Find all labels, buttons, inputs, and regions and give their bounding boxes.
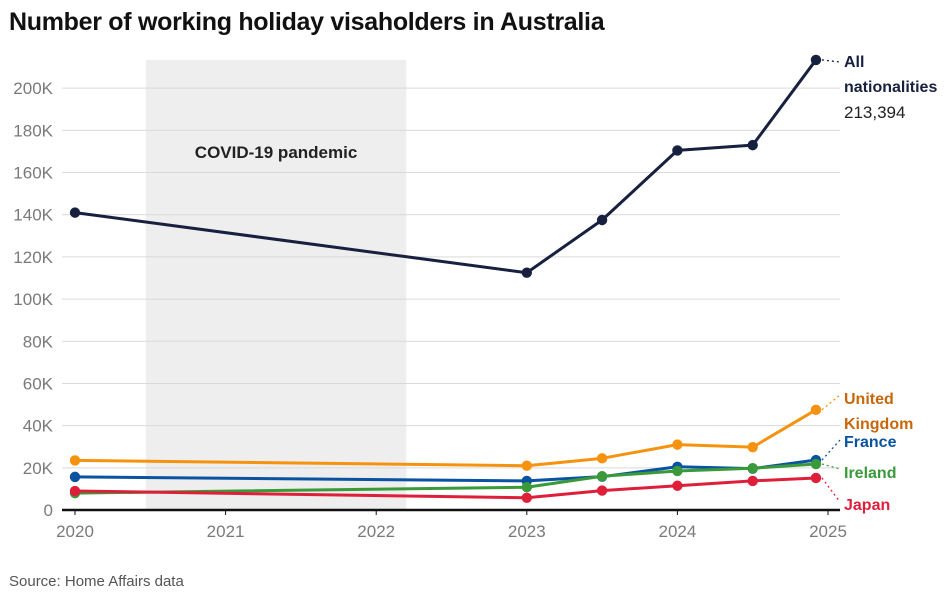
data-point <box>810 54 822 66</box>
covid-band-label: COVID-19 pandemic <box>195 143 358 162</box>
data-point <box>69 485 81 497</box>
series-layer <box>69 54 822 503</box>
series-line <box>73 462 818 495</box>
annotation-layer: COVID-19 pandemic <box>145 60 407 510</box>
x-tick-label: 2022 <box>357 522 395 541</box>
data-point <box>596 471 608 482</box>
series-label: France <box>844 434 897 451</box>
data-point <box>672 480 683 491</box>
chart-title: Number of working holiday visaholders in… <box>9 8 605 36</box>
series-label: All <box>844 54 864 71</box>
y-tick-label: 100K <box>13 290 53 309</box>
data-point <box>69 471 81 483</box>
label-leader <box>821 463 841 470</box>
series-line <box>73 58 818 275</box>
data-point <box>521 482 532 493</box>
series-label: nationalities <box>844 79 937 96</box>
label-leader <box>821 439 841 461</box>
y-tick-label: 20K <box>23 459 54 478</box>
label-leader <box>821 394 841 411</box>
x-tick-label: 2021 <box>207 522 245 541</box>
data-point <box>596 485 608 496</box>
series-label: Japan <box>844 497 890 514</box>
data-point <box>747 441 758 453</box>
data-point <box>747 463 758 474</box>
series-label: Ireland <box>844 465 896 482</box>
label-leader <box>821 477 841 503</box>
y-tick-label: 0 <box>44 501 53 520</box>
data-point <box>810 404 822 416</box>
data-point <box>596 453 608 464</box>
series-label-layer: All nationalities 213,394 United KingdomFran… <box>821 54 937 514</box>
y-tick-label: 160K <box>13 164 53 183</box>
grid-layer <box>62 87 840 469</box>
data-point <box>672 439 683 450</box>
data-point <box>672 465 683 477</box>
x-tick-label: 2024 <box>658 522 696 541</box>
series-value-label: 213,394 <box>844 103 905 122</box>
data-point <box>810 458 822 470</box>
series-label: United <box>844 391 894 408</box>
y-tick-label: 40K <box>23 417 54 436</box>
x-tick-label: 2023 <box>508 522 546 541</box>
x-tick-label: 2020 <box>56 522 94 541</box>
y-tick-label: 80K <box>23 332 54 351</box>
data-point <box>810 472 822 484</box>
y-tick-label: 180K <box>13 121 53 140</box>
data-point <box>747 139 758 151</box>
label-leader <box>821 59 841 63</box>
x-tick-label: 2025 <box>809 522 847 541</box>
y-tick-label: 200K <box>13 79 53 98</box>
axis-layer: 0 20K 40K 60K 80K 100K 120K 140K 160K 180K 200K 202… <box>13 79 847 541</box>
y-tick-label: 120K <box>13 248 53 267</box>
source-note: Source: Home Affairs data <box>9 573 184 590</box>
y-tick-label: 140K <box>13 206 53 225</box>
data-point <box>521 267 532 278</box>
data-point <box>672 145 683 156</box>
y-tick-label: 60K <box>23 374 54 393</box>
data-point <box>596 214 608 226</box>
data-point <box>69 455 81 466</box>
data-point <box>747 475 758 487</box>
series-line <box>73 476 818 500</box>
covid-band <box>145 60 407 510</box>
series-label: Kingdom <box>844 416 913 433</box>
data-point <box>521 460 532 471</box>
data-point <box>521 492 532 503</box>
data-point <box>69 207 81 218</box>
series-line <box>73 408 818 468</box>
